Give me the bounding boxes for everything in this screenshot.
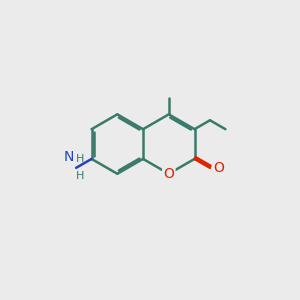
Text: N: N bbox=[63, 150, 74, 164]
Text: O: O bbox=[163, 167, 174, 181]
Text: H: H bbox=[76, 154, 84, 164]
Text: H: H bbox=[76, 171, 84, 182]
Text: O: O bbox=[213, 161, 224, 175]
